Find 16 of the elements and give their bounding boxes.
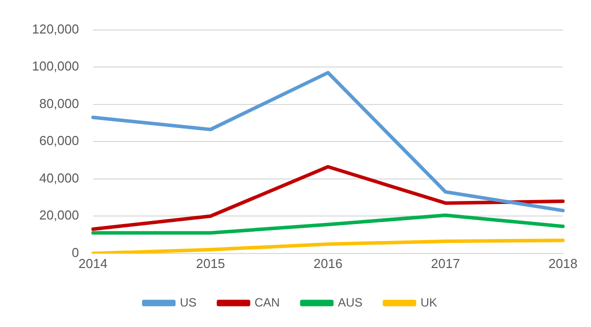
legend-label: AUS bbox=[338, 295, 363, 310]
y-tick-label: 0 bbox=[72, 244, 79, 260]
x-tick-label: 2016 bbox=[314, 256, 342, 271]
y-tick-label: 60,000 bbox=[39, 133, 79, 148]
x-tick-label: 2014 bbox=[78, 256, 108, 271]
y-tick-label: 40,000 bbox=[39, 170, 79, 186]
legend-label: UK bbox=[420, 295, 438, 310]
y-tick-label: 80,000 bbox=[39, 96, 79, 111]
y-tick-label: 20,000 bbox=[39, 208, 79, 223]
y-tick-label: 120,000 bbox=[32, 21, 79, 36]
x-tick-label: 2018 bbox=[548, 256, 578, 271]
x-tick-label: 2017 bbox=[431, 256, 460, 271]
legend-label: US bbox=[180, 295, 196, 310]
y-tick-label: 100,000 bbox=[32, 58, 79, 74]
legend-label: CAN bbox=[254, 295, 280, 310]
x-tick-label: 2015 bbox=[196, 256, 225, 271]
